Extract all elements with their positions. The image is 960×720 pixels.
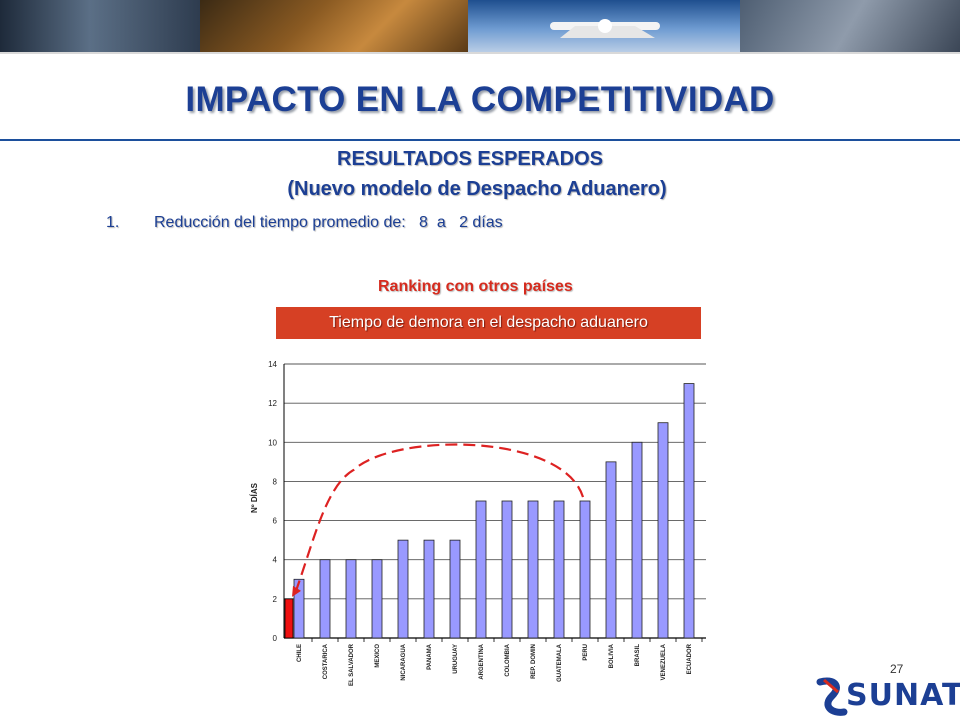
- highlight-bar: [284, 598, 294, 639]
- bar: [553, 500, 565, 639]
- bar: [683, 383, 695, 639]
- x-tick-label: EL SALVADOR: [349, 643, 355, 686]
- subtitle-results: RESULTADOS ESPERADOS: [337, 148, 603, 170]
- sunat-logo-text: SUNAT: [846, 678, 960, 713]
- warehouse-photo: [200, 0, 468, 52]
- bar: [657, 422, 669, 639]
- y-tick-label: 6: [273, 517, 278, 526]
- title-underline: [0, 139, 960, 141]
- bar: [397, 539, 409, 639]
- bar: [423, 539, 435, 639]
- truck-photo: [0, 0, 200, 52]
- list-item-text: Reducción del tiempo promedio de: 8 a 2 …: [154, 214, 503, 231]
- x-tick-label: VENEZUELA: [661, 643, 667, 680]
- x-tick-label: URUGUAY: [453, 644, 459, 674]
- x-tick-label: ARGENTINA: [479, 643, 485, 679]
- x-tick-label: ECUADOR: [687, 643, 693, 674]
- x-tick-label: REP. DOMIN: [531, 644, 537, 679]
- x-tick-label: GUATEMALA: [557, 643, 563, 682]
- bar: [631, 441, 643, 639]
- bar-chart: 0 2 4 6 8 10 12 14 Nº DÍAS CHILE COSTARICA EL SALVA…: [250, 360, 706, 686]
- header-photo-banner: [0, 0, 960, 52]
- x-tick-label: COSTARICA: [323, 643, 329, 679]
- banner-divider: [0, 52, 960, 54]
- chart-caption-box: Tiempo de demora en el despacho aduanero: [276, 307, 701, 339]
- y-tick-label: 12: [268, 399, 277, 408]
- x-tick-label: CHILE: [297, 644, 303, 662]
- y-tick-label: 2: [273, 595, 278, 604]
- bar: [345, 559, 357, 639]
- airplane-icon: [550, 19, 660, 38]
- x-tick-label: BRASIL: [635, 644, 641, 667]
- y-axis-title: Nº DÍAS: [250, 482, 259, 513]
- arrowhead: [292, 585, 301, 597]
- list-item: 1. Reducción del tiempo promedio de: 8 a …: [106, 214, 503, 232]
- x-tick-label: NICARAGUA: [401, 643, 407, 680]
- bar: [579, 500, 591, 639]
- slide-title: IMPACTO EN LA COMPETITIVIDAD: [185, 80, 775, 119]
- y-tick-label: 8: [273, 477, 278, 486]
- sunat-logo-icon: [816, 677, 848, 716]
- x-tick-label: PANAMA: [427, 643, 433, 670]
- bar: [449, 539, 461, 639]
- x-tick-label: MEXICO: [375, 644, 381, 668]
- list-item-number: 1.: [106, 214, 120, 231]
- x-tick-label: BOLIVIA: [609, 643, 615, 668]
- ship-photo: [740, 0, 960, 52]
- page-number: 27: [890, 662, 904, 676]
- bar: [501, 500, 513, 639]
- y-tick-label: 10: [268, 438, 277, 447]
- bar: [605, 461, 617, 639]
- bar: [527, 500, 539, 639]
- x-tick-label: COLOMBIA: [505, 643, 511, 676]
- bar: [371, 559, 383, 639]
- x-tick-label: PERU: [583, 644, 589, 661]
- dashed-arrow: [294, 443, 585, 592]
- bar: [319, 559, 331, 639]
- bar: [475, 500, 487, 639]
- y-tick-label: 0: [273, 634, 278, 643]
- y-tick-label: 4: [273, 556, 278, 565]
- subtitle-model: (Nuevo modelo de Despacho Aduanero): [287, 178, 667, 200]
- ranking-heading: Ranking con otros países: [378, 278, 573, 295]
- y-tick-label: 14: [268, 360, 277, 369]
- bar: [293, 578, 305, 639]
